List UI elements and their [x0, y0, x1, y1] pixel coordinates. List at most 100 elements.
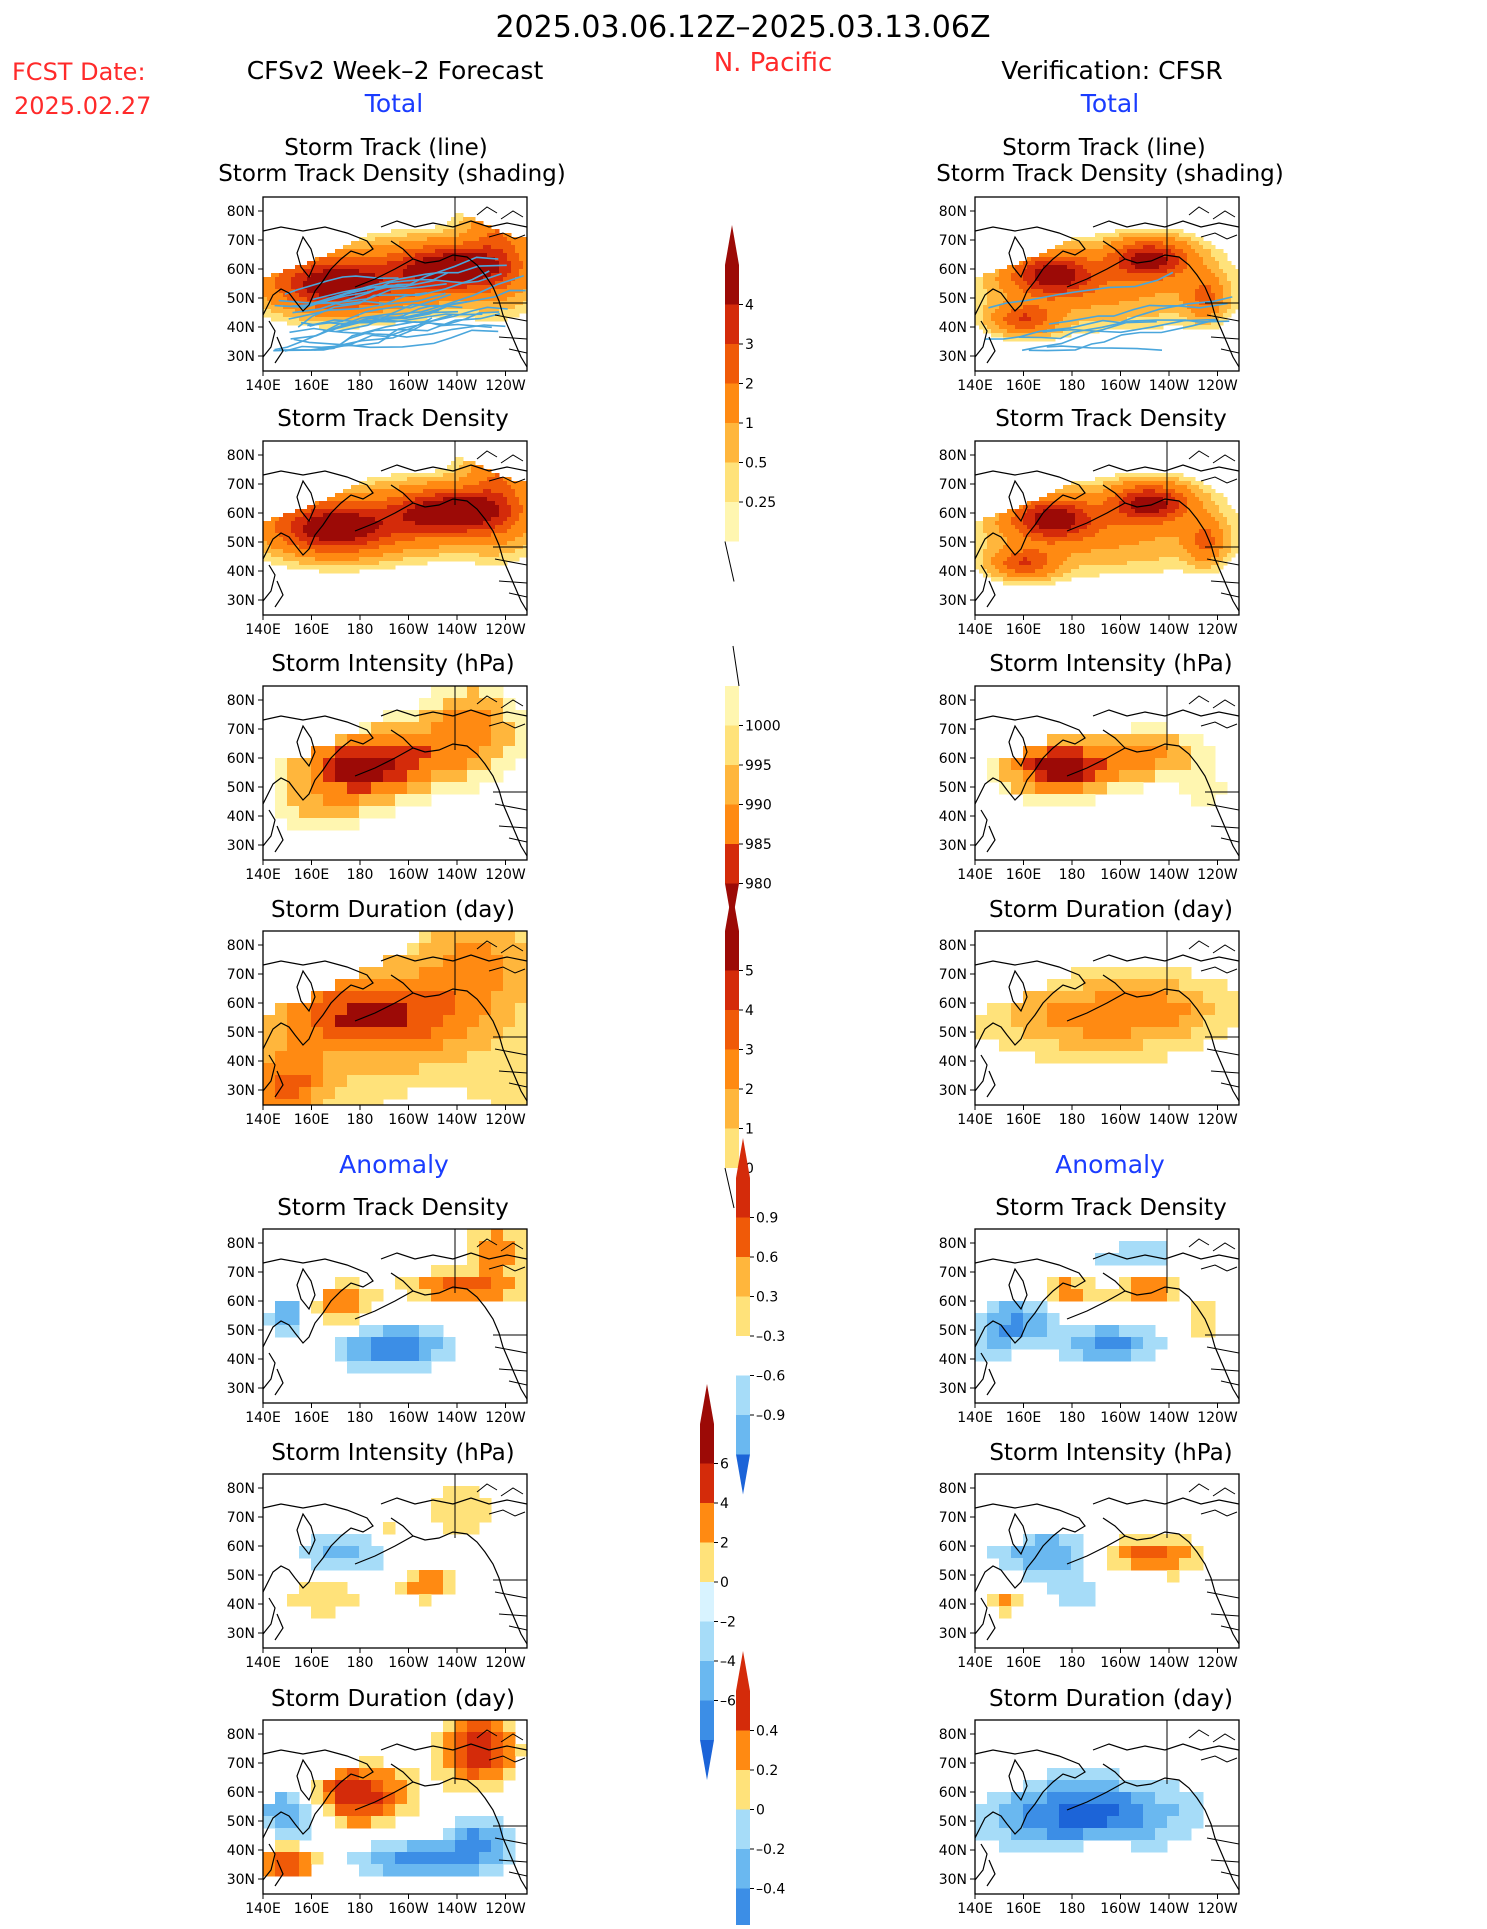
lon-tick-label: 140E	[957, 1901, 993, 1917]
colorbar-label: 995	[745, 758, 772, 774]
panel-title-right-5: Storm Track Density	[995, 1195, 1226, 1221]
lon-tick-label: 140W	[437, 867, 478, 883]
lat-tick-label: 80N	[939, 1727, 967, 1743]
lon-tick-label: 180	[347, 378, 374, 394]
lat-tick-label: 60N	[939, 262, 967, 278]
lat-tick-label: 70N	[939, 967, 967, 983]
lat-tick-label: 50N	[939, 1323, 967, 1339]
lon-tick-label: 120W	[1197, 867, 1238, 883]
lat-tick-label: 50N	[939, 1814, 967, 1830]
lon-tick-label: 140E	[245, 1901, 281, 1917]
coastline-arctic-islands	[1189, 941, 1237, 973]
panel-title-right-1a: Storm Track (line)	[1002, 135, 1205, 161]
lat-tick-label: 80N	[939, 448, 967, 464]
lon-tick-label: 160W	[388, 1410, 429, 1426]
lat-tick-label: 40N	[939, 320, 967, 336]
lat-tick-label: 30N	[227, 838, 255, 854]
shading-field	[975, 473, 1240, 586]
lon-tick-label: 120W	[485, 1112, 526, 1128]
lat-tick-label: 50N	[227, 1814, 255, 1830]
lat-tick-label: 60N	[227, 1294, 255, 1310]
colorbar-label: 980	[745, 877, 772, 893]
lon-tick-label: 120W	[1197, 1410, 1238, 1426]
coastline-japan	[975, 810, 995, 852]
lon-tick-label: 180	[1059, 378, 1086, 394]
lat-tick-label: 30N	[939, 1872, 967, 1888]
colorbar-label: –0.9	[756, 1408, 785, 1424]
lon-tick-label: 140E	[957, 622, 993, 638]
lat-tick-label: 40N	[939, 809, 967, 825]
coastline-arctic-islands	[1189, 696, 1237, 728]
lat-tick-label: 80N	[227, 1481, 255, 1497]
lat-tick-label: 30N	[227, 1626, 255, 1642]
colorbar-label: 3	[745, 1043, 754, 1059]
lat-tick-label: 30N	[227, 1381, 255, 1397]
colorbar-label: –0.2	[756, 1842, 785, 1858]
panel-title-right-4: Storm Duration (day)	[989, 897, 1233, 923]
lat-tick-label: 40N	[227, 809, 255, 825]
lon-tick-label: 160W	[1100, 1410, 1141, 1426]
colorbar-label: –0.6	[756, 1369, 785, 1385]
panel-title-right-6: Storm Intensity (hPa)	[989, 1440, 1232, 1466]
lat-tick-label: 40N	[227, 1054, 255, 1070]
lon-tick-label: 140E	[957, 1410, 993, 1426]
lon-tick-label: 120W	[1197, 1901, 1238, 1917]
right-anomaly-label: Anomaly	[1055, 1150, 1165, 1179]
coastline-japan	[975, 1844, 995, 1886]
lon-tick-label: 160E	[294, 622, 330, 638]
lon-tick-label: 140W	[437, 1655, 478, 1671]
lon-tick-label: 160W	[388, 378, 429, 394]
lon-tick-label: 140W	[1149, 378, 1190, 394]
lat-tick-label: 70N	[227, 1756, 255, 1772]
lon-tick-label: 140W	[437, 1410, 478, 1426]
shading-field	[975, 1241, 1216, 1362]
lat-tick-label: 80N	[939, 1236, 967, 1252]
lat-tick-label: 30N	[227, 593, 255, 609]
colorbar-label: 1	[745, 1122, 754, 1138]
lon-tick-label: 160E	[1006, 867, 1042, 883]
lon-tick-label: 140W	[437, 378, 478, 394]
lat-tick-label: 40N	[939, 1054, 967, 1070]
colorbar-label: 0.5	[745, 456, 767, 472]
lon-tick-label: 180	[347, 1901, 374, 1917]
colorbar-anom-duration: 0.40.20–0.2–0.4	[736, 1651, 785, 1925]
lat-tick-label: 50N	[939, 535, 967, 551]
colorbar-label: –6	[720, 1694, 736, 1710]
panel-title-left-3: Storm Intensity (hPa)	[271, 651, 514, 677]
colorbar-label: 0.4	[756, 1724, 778, 1740]
colorbar-label: 985	[745, 837, 772, 853]
panel-title-left-1b: Storm Track Density (shading)	[218, 161, 565, 187]
lon-tick-label: 180	[347, 1410, 374, 1426]
lon-tick-label: 160E	[1006, 1901, 1042, 1917]
lat-tick-label: 30N	[939, 593, 967, 609]
lon-tick-label: 160E	[294, 1112, 330, 1128]
lat-tick-label: 60N	[227, 751, 255, 767]
lon-tick-label: 160W	[1100, 1901, 1141, 1917]
lat-tick-label: 30N	[227, 349, 255, 365]
lat-tick-label: 60N	[227, 506, 255, 522]
lat-tick-label: 40N	[939, 564, 967, 580]
colorbar-label: 3	[745, 337, 754, 353]
lat-tick-label: 80N	[939, 938, 967, 954]
lon-tick-label: 120W	[485, 867, 526, 883]
lon-tick-label: 160E	[294, 1655, 330, 1671]
lon-tick-label: 140W	[1149, 1901, 1190, 1917]
lat-tick-label: 30N	[939, 1626, 967, 1642]
left-total-label: Total	[364, 89, 423, 118]
lat-tick-label: 80N	[939, 1481, 967, 1497]
lon-tick-label: 180	[347, 622, 374, 638]
lat-tick-label: 40N	[227, 1597, 255, 1613]
shading-field	[263, 1720, 528, 1877]
lat-tick-label: 50N	[939, 1025, 967, 1041]
